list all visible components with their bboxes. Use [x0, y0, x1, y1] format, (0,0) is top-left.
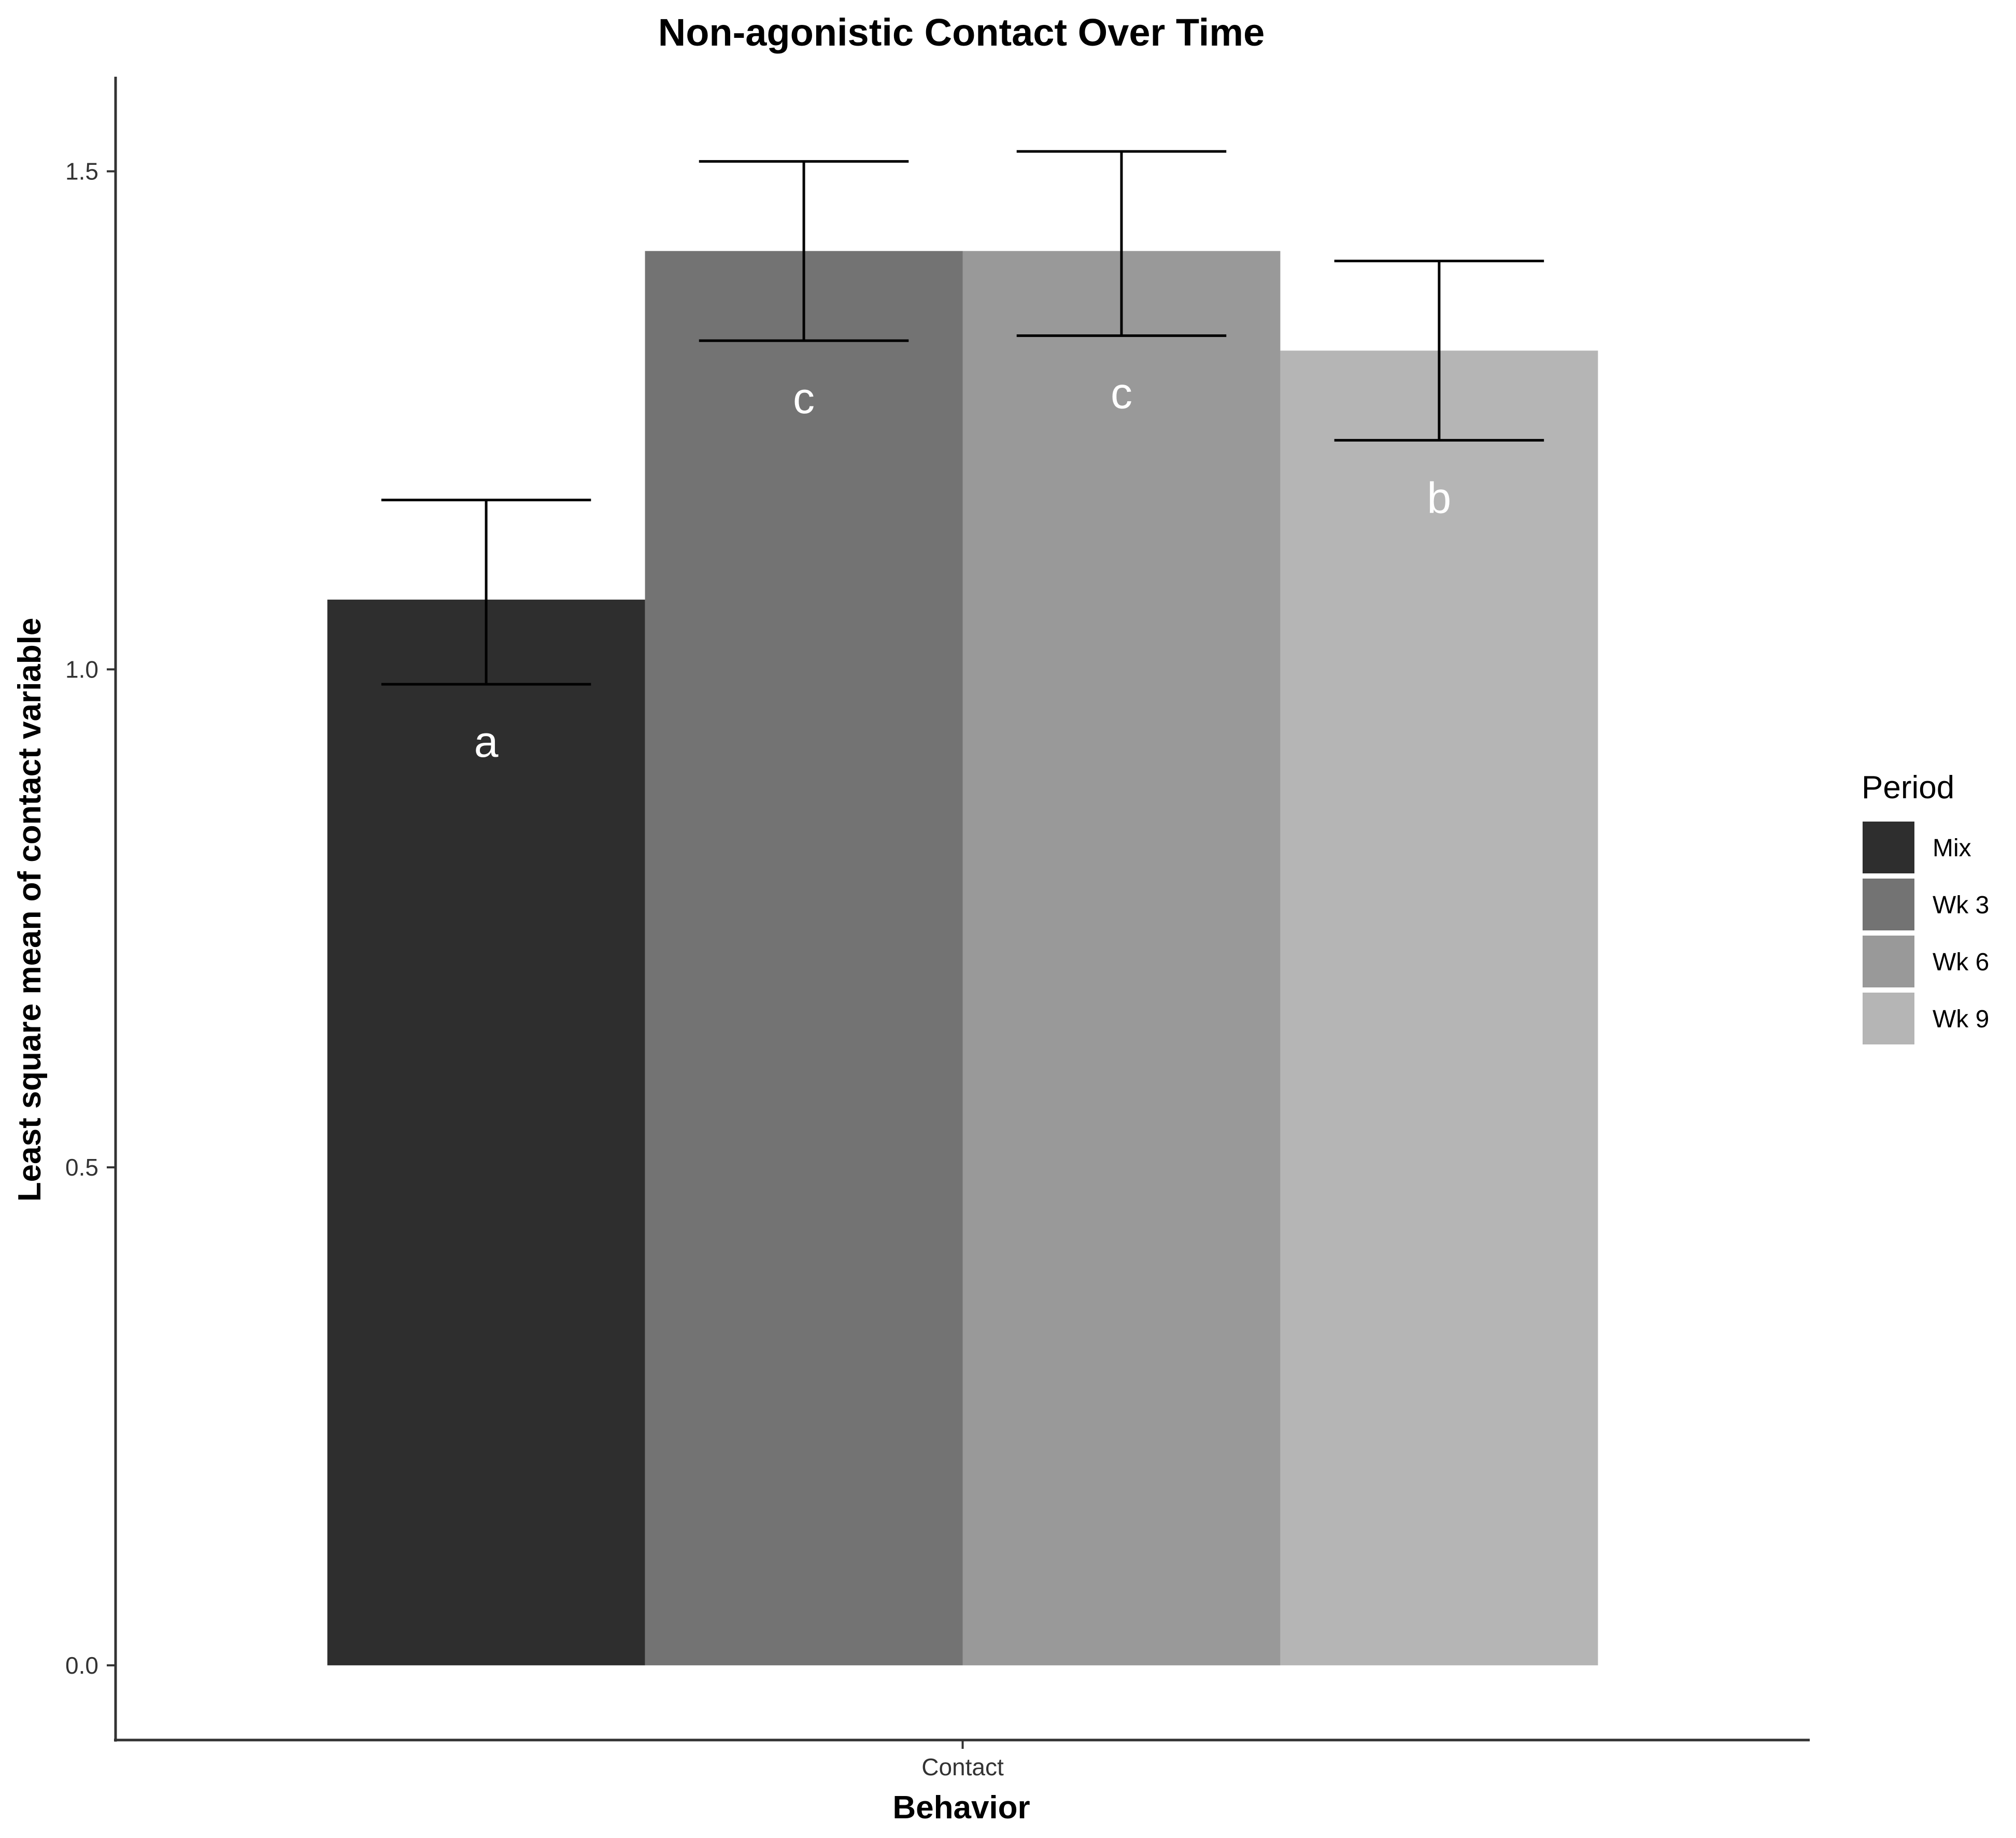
bar-wk-3	[645, 251, 963, 1665]
bar-mix	[327, 599, 645, 1665]
error-bar	[1016, 150, 1227, 337]
bar-wk-9	[1280, 350, 1598, 1665]
bar-wk-6	[962, 251, 1281, 1665]
legend-item: Wk 3	[1863, 879, 1989, 930]
bars	[327, 251, 1598, 1665]
bar-significance-label: b	[1427, 473, 1452, 522]
legend-label: Wk 9	[1933, 1006, 1989, 1033]
legend-swatch	[1863, 936, 1914, 987]
legend: Period Mix Wk 3 Wk 6 Wk 9	[1862, 770, 1989, 1044]
bar-significance-label: c	[1111, 369, 1132, 418]
x-axis-title: Behavior	[892, 1790, 1030, 1826]
legend-swatch	[1863, 993, 1914, 1044]
bar-significance-label: a	[474, 717, 499, 766]
bar-significance-label: c	[793, 374, 815, 422]
x-axis-ticks: Contact	[921, 1740, 1004, 1780]
y-tick-label: 0.5	[65, 1154, 98, 1181]
legend-label: Mix	[1933, 835, 1971, 862]
error-bar	[699, 160, 909, 342]
legend-swatch	[1863, 822, 1914, 873]
legend-item: Wk 9	[1863, 993, 1989, 1044]
y-axis-ticks: 0.0 0.5 1.0 1.5	[65, 158, 116, 1679]
error-bars	[381, 150, 1544, 686]
legend-title: Period	[1862, 770, 1954, 805]
x-tick-label: Contact	[921, 1754, 1004, 1780]
chart-title: Non-agonistic Contact Over Time	[658, 11, 1265, 54]
error-bar	[381, 499, 591, 686]
legend-label: Wk 6	[1933, 949, 1989, 976]
y-tick-label: 1.5	[65, 158, 98, 185]
legend-item: Wk 6	[1863, 936, 1989, 987]
y-tick-label: 1.0	[65, 656, 98, 683]
significance-labels: a c c b	[474, 369, 1452, 767]
legend-items: Mix Wk 3 Wk 6 Wk 9	[1863, 822, 1989, 1044]
legend-label: Wk 3	[1933, 892, 1989, 919]
legend-swatch	[1863, 879, 1914, 930]
error-bar	[1334, 259, 1544, 442]
legend-item: Mix	[1863, 822, 1971, 873]
y-tick-label: 0.0	[65, 1652, 98, 1679]
y-axis-title: Least square mean of contact variable	[12, 618, 48, 1202]
